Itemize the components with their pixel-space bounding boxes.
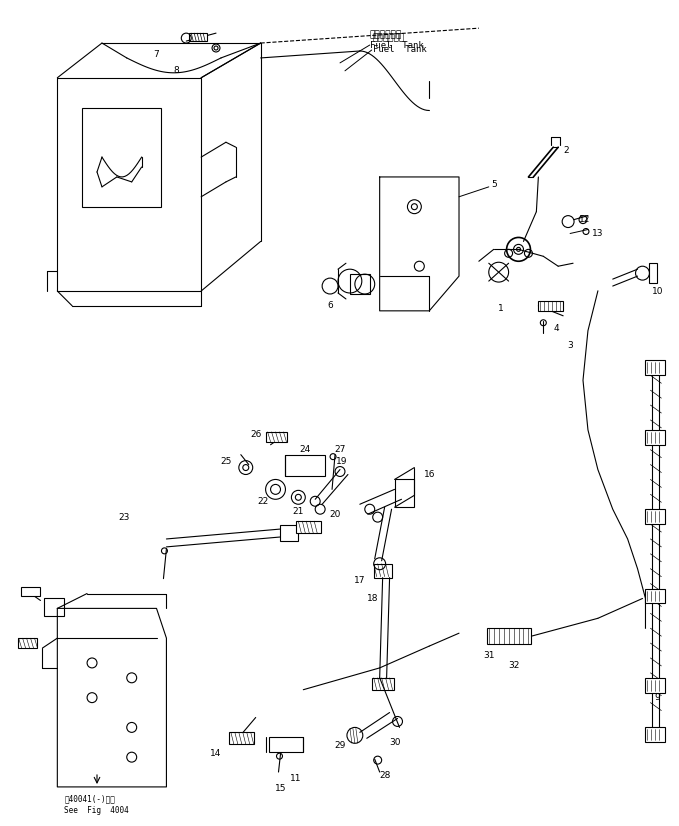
- Bar: [646, 728, 665, 743]
- Bar: [646, 678, 665, 693]
- Text: 7: 7: [153, 50, 160, 59]
- Bar: [189, 33, 207, 41]
- Text: 28: 28: [379, 771, 390, 780]
- Bar: [296, 521, 321, 533]
- Text: 16: 16: [424, 470, 435, 479]
- Text: 10: 10: [652, 287, 663, 296]
- Bar: [82, 107, 162, 206]
- Bar: [373, 564, 392, 577]
- Text: Fuel  Tank: Fuel Tank: [370, 40, 424, 50]
- Text: 18: 18: [367, 594, 378, 603]
- Text: 6: 6: [327, 301, 333, 311]
- Bar: [538, 301, 563, 311]
- Text: 3: 3: [567, 341, 573, 350]
- Text: 12: 12: [579, 215, 591, 224]
- Bar: [20, 586, 41, 596]
- Text: 20: 20: [329, 510, 341, 519]
- Text: 4: 4: [553, 324, 559, 333]
- Text: 5: 5: [491, 180, 496, 189]
- Text: 13: 13: [592, 229, 604, 238]
- Text: 31: 31: [483, 652, 494, 661]
- Bar: [269, 738, 304, 752]
- Text: 15: 15: [275, 785, 287, 794]
- Text: 26: 26: [250, 430, 261, 439]
- Text: 25: 25: [220, 457, 232, 466]
- Text: 24: 24: [299, 445, 311, 454]
- Bar: [18, 638, 37, 648]
- Text: 2: 2: [564, 145, 569, 154]
- Bar: [646, 360, 665, 375]
- Text: 17: 17: [354, 576, 365, 585]
- Bar: [646, 430, 665, 444]
- Bar: [44, 599, 65, 616]
- Bar: [229, 733, 254, 744]
- Text: 1: 1: [498, 304, 504, 313]
- Text: 30: 30: [389, 738, 401, 747]
- Text: 29: 29: [334, 741, 346, 750]
- Text: 11: 11: [290, 775, 301, 784]
- Bar: [280, 525, 298, 541]
- Text: 22: 22: [257, 496, 268, 506]
- Text: 27: 27: [334, 445, 346, 454]
- Text: 14: 14: [210, 748, 222, 757]
- Text: 32: 32: [508, 662, 519, 671]
- Bar: [350, 274, 370, 294]
- Bar: [487, 629, 532, 644]
- Text: 19: 19: [336, 457, 348, 466]
- Text: フェルタンク: フェルタンク: [373, 34, 405, 43]
- Text: 図40041(-)参照: 図40041(-)参照: [65, 795, 115, 804]
- Bar: [265, 432, 287, 442]
- Text: 21: 21: [293, 506, 304, 515]
- Bar: [394, 479, 414, 507]
- Text: 23: 23: [118, 513, 130, 522]
- Text: See  Fig  4004: See Fig 4004: [65, 806, 129, 815]
- Bar: [649, 263, 657, 283]
- Bar: [646, 589, 665, 604]
- Text: 9: 9: [655, 693, 660, 702]
- Bar: [285, 454, 325, 477]
- Text: 8: 8: [173, 66, 179, 75]
- Bar: [371, 678, 394, 690]
- Text: Fuel  Tank: Fuel Tank: [373, 45, 426, 55]
- Bar: [646, 509, 665, 524]
- Text: フェルタンク: フェルタンク: [370, 31, 402, 40]
